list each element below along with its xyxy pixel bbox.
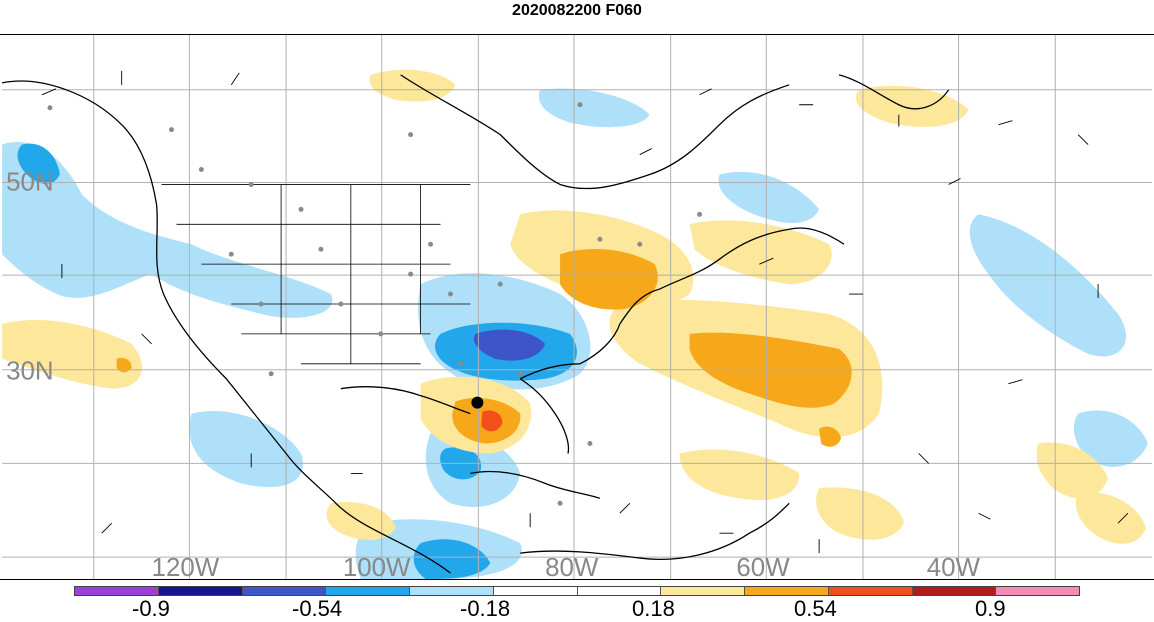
pos-field-atl-spot [819,426,842,447]
coastline-north-america [1,80,451,574]
colorbar-segment [241,587,326,595]
pos-field-northeast-core [560,249,658,310]
lon-label: 80W [545,554,599,580]
lon-label: 40W [927,554,981,580]
coastline-south-america [520,502,790,560]
neg-field-se-atl [1073,410,1148,467]
colorbar-segment [995,587,1079,595]
pos-field-north-canada [369,69,456,102]
colorbar [74,586,1080,596]
neg-field-westcoast [2,142,333,318]
lon-label: 120W [152,554,220,580]
pos-field-pacific [2,320,143,389]
colorbar-segment [325,587,409,595]
colorbar-segment [576,587,661,595]
coastline-cuba [470,470,601,499]
pos-field-newfoundland [689,220,832,285]
pos-field-ne-atl [855,85,969,127]
coastline-northeast [659,227,845,290]
state-borders [161,184,471,365]
map-title: 2020082200 F060 [512,2,642,19]
coastlines [1,74,950,574]
neg-field-north [538,88,650,128]
neg-field-hudson [718,171,820,224]
colorbar-label: -0.9 [132,596,170,621]
lon-label: 60W [736,554,790,580]
colorbar-label: 0.54 [794,596,837,621]
pos-field-pac-spot [116,357,132,373]
colorbar-segment [827,587,912,595]
pos-field-subtrop [679,449,800,501]
colorbar-segment [409,587,493,595]
pos-field-far-east [1036,442,1109,499]
lat-label: 30N [6,358,54,386]
neg-field-south-core [413,539,491,579]
colorbar-segment [157,587,242,595]
pos-field-gulf-strongest [481,410,503,432]
colorbar-segment [492,587,577,595]
neg-field-core-west [17,143,60,184]
wind-barbs [41,70,1129,554]
neg-field-atlantic-east [969,214,1127,357]
storm-center-marker [471,396,484,409]
coastline-gulf [340,288,660,454]
neg-field-mexico [189,411,303,488]
neg-field-se-us-core [473,329,546,361]
colorbar-segment [744,587,828,595]
colorbar-label: -0.18 [460,596,511,621]
lon-labels: 120W 100W 80W 60W 40W [152,554,981,580]
lat-labels: 50N 30N [6,168,54,385]
colorbar-label: 0.9 [975,596,1006,621]
lon-label: 100W [343,554,411,580]
lat-label: 50N [6,168,54,196]
lat-lon-grid [2,35,1152,579]
colorbar-segment [75,587,158,595]
pos-field-far-se [1075,492,1146,544]
colorbar-segment [911,587,996,595]
colorbar-label: 0.18 [632,596,675,621]
pos-field-yucatan [326,502,396,541]
colorbar-segment [660,587,744,595]
pos-field-midatl [816,487,904,540]
station-dots [47,102,703,506]
coastline-hudson [400,74,790,190]
weather-map: 50N 30N 120W 100W 80W 60W 40W [0,34,1154,580]
anomaly-fields [2,69,1148,579]
colorbar-label: -0.54 [292,596,343,621]
coastline-greenland [838,74,950,110]
